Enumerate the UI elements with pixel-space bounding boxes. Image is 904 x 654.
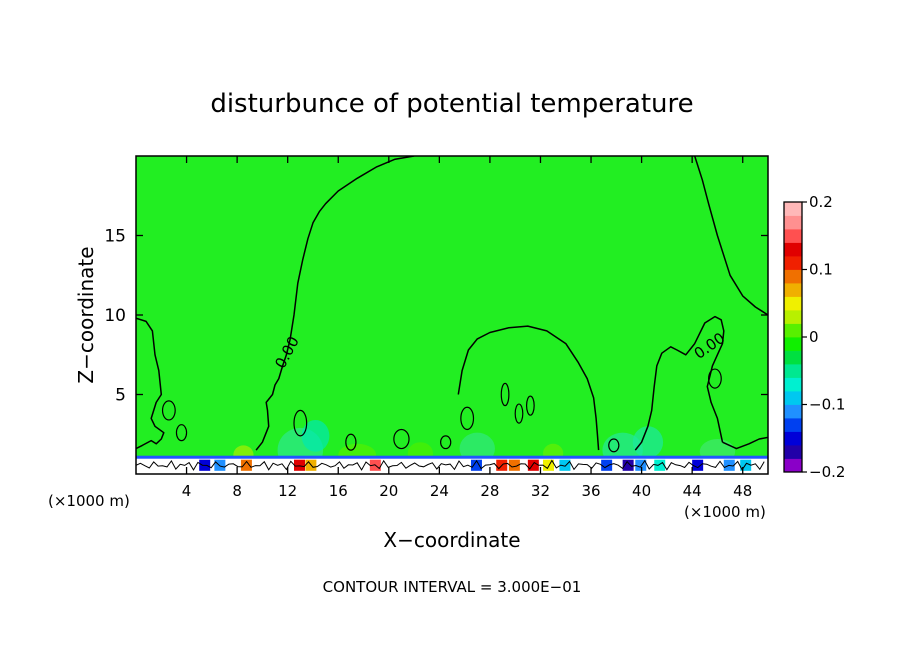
- surface-anomaly: [635, 459, 647, 471]
- colorbar-swatch: [784, 256, 802, 270]
- colorbar-tick-label: 0.1: [809, 261, 833, 279]
- x-tick-label: 12: [278, 482, 297, 500]
- contour-line-zero: [722, 436, 768, 450]
- x-axis-label: X−coordinate: [383, 528, 520, 552]
- contour-eddy: [525, 395, 535, 416]
- y-tick-label: 10: [104, 306, 126, 326]
- surface-anomaly: [559, 459, 571, 471]
- colorbar-tick-label: −0.2: [809, 463, 845, 481]
- contour-eddy: [345, 433, 357, 451]
- colorbar-swatch: [784, 215, 802, 230]
- colorbar-swatch: [784, 296, 802, 311]
- colorbar-tick-label: −0.1: [809, 396, 845, 414]
- colorbar: 0.2 0.1 0 −0.1 −0.2: [783, 193, 845, 481]
- contour-line-zero: [136, 317, 165, 450]
- anomaly-patch: [632, 426, 664, 459]
- contour-eddy: [514, 403, 524, 424]
- contour-eddy: [293, 409, 308, 437]
- contour-eddy: [440, 435, 452, 450]
- colorbar-swatch: [784, 310, 802, 324]
- colorbar-swatch: [784, 391, 802, 405]
- surface-anomaly: [470, 459, 482, 471]
- y-tick-label: 15: [104, 227, 126, 247]
- contour-eddy: [460, 406, 475, 431]
- colorbar-swatch: [784, 458, 802, 473]
- x-tick-label: 32: [531, 482, 550, 500]
- colorbar-swatch: [784, 283, 802, 297]
- colorbar-swatch: [784, 323, 802, 338]
- surface-contours: [136, 459, 765, 471]
- x-tick-label: 36: [581, 482, 600, 500]
- contour-eddy: [175, 424, 188, 442]
- colorbar-swatch: [784, 202, 802, 216]
- contour-eddy: [608, 438, 620, 453]
- surface-anomaly: [692, 459, 704, 471]
- colorbar-swatch: [784, 229, 802, 243]
- contour-line-zero: [255, 156, 415, 451]
- contour-eddy: [393, 428, 410, 450]
- x-tick-label: 48: [733, 482, 752, 500]
- contour-line-zero: [634, 315, 725, 451]
- y-axis: 5 10 15: [104, 227, 768, 406]
- x-tick-label: 44: [683, 482, 702, 500]
- x-tick-label: 16: [329, 482, 348, 500]
- x-tick-label: 24: [430, 482, 449, 500]
- anomaly-patch: [301, 419, 330, 452]
- x-tick-label: 28: [480, 482, 499, 500]
- colorbar-swatch: [784, 418, 802, 432]
- x-axis: 4 8 12 16 20 24 28 32 36 40 44 48: [182, 156, 752, 500]
- colorbar-swatch: [784, 404, 802, 419]
- contour-lines: [136, 156, 768, 453]
- surface-anomaly: [543, 459, 555, 471]
- colorbar-tick-label: 0.2: [809, 193, 833, 211]
- x-unit-left: (×1000 m): [48, 492, 130, 510]
- colorbar-swatch: [784, 431, 802, 446]
- x-tick-label: 40: [632, 482, 651, 500]
- colorbar-tick-label: 0: [809, 328, 819, 346]
- surface-anomaly: [654, 459, 666, 471]
- field-background: [136, 156, 768, 474]
- surface-cold-line: [136, 455, 768, 459]
- colorbar-swatch: [784, 337, 802, 351]
- colorbar-swatch: [784, 445, 802, 459]
- colorbar-swatch: [784, 269, 802, 284]
- contour-eddy: [500, 382, 510, 407]
- colorbar-swatch: [784, 350, 802, 365]
- surface-anomaly: [508, 459, 520, 471]
- contour-line-zero: [693, 156, 768, 316]
- colorbar-swatch: [784, 377, 802, 392]
- contour-eddy: [161, 400, 176, 421]
- surface-anomaly: [527, 459, 539, 471]
- surface-band: [136, 456, 768, 474]
- contour-line-zero: [457, 325, 600, 451]
- contour-eddy: [707, 368, 722, 389]
- y-tick-label: 5: [115, 386, 126, 406]
- y-axis-label: Z−coordinate: [74, 246, 98, 383]
- surface-anomaly: [622, 459, 634, 471]
- surface-anomaly: [601, 459, 613, 471]
- colorbar-swatch: [784, 242, 802, 257]
- colorbar-swatch: [784, 364, 802, 378]
- x-tick-label: 20: [379, 482, 398, 500]
- contour-interval-footer: CONTOUR INTERVAL = 3.000E−01: [323, 578, 582, 596]
- x-unit-right: (×1000 m): [684, 503, 766, 521]
- surface-anomaly: [240, 459, 252, 471]
- x-tick-label: 4: [182, 482, 192, 500]
- surface-layer: [136, 455, 768, 474]
- chart-title: disturbunce of potential temperature: [210, 89, 693, 119]
- surface-anomaly: [294, 459, 305, 471]
- plot-area: [136, 156, 768, 474]
- x-tick-label: 8: [232, 482, 242, 500]
